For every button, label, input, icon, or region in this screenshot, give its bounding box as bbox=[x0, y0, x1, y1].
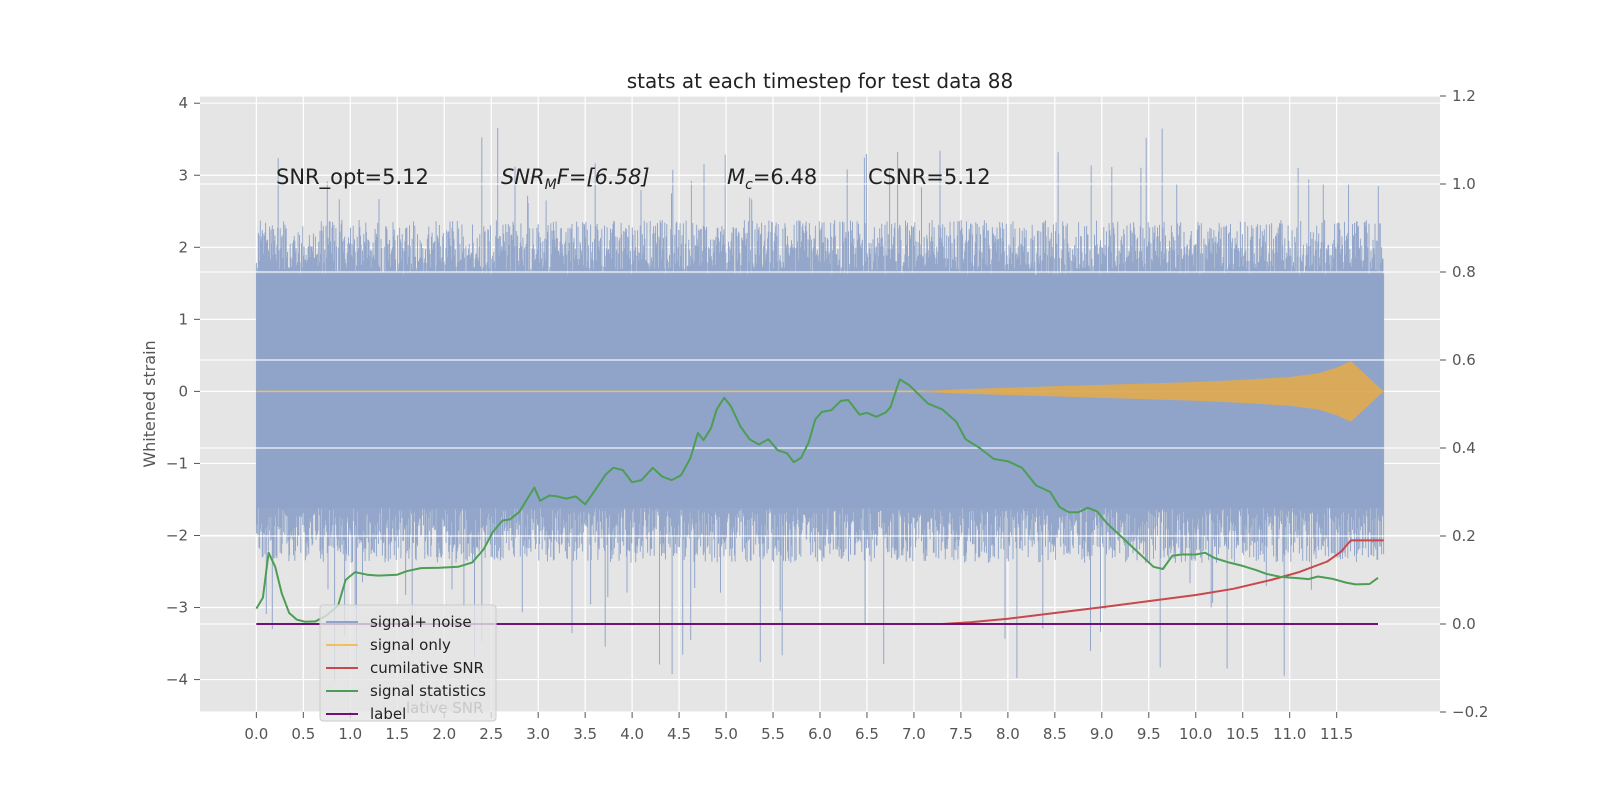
annotation-snr-mf-rest: F=[6.58] bbox=[557, 165, 650, 189]
annotations: SNR_opt=5.12 SNRMF=[6.58] Mc=6.48 CSNR=5… bbox=[276, 165, 991, 193]
series-signal-only bbox=[256, 361, 1384, 422]
y2-tick-label: −0.2 bbox=[1452, 703, 1488, 721]
x-axis-ticks: 0.0 0.5 1.0 1.5 2.0 2.5 3.0 3.5 4.0 4.5 5.0 5.5 6.0 6… bbox=[244, 712, 1353, 743]
y-tick-label: 4 bbox=[178, 94, 188, 112]
x-tick-label: 11.5 bbox=[1320, 725, 1353, 743]
y2-tick-label: 0.2 bbox=[1452, 527, 1476, 545]
y-tick-label: −4 bbox=[166, 671, 188, 689]
y2-tick-label: 1.0 bbox=[1452, 175, 1476, 193]
legend-label: cumilative SNR bbox=[370, 659, 484, 677]
annotation-csnr: CSNR=5.12 bbox=[868, 165, 991, 189]
legend-label: signal statistics bbox=[370, 682, 486, 700]
series-signal-statistics bbox=[255, 378, 1379, 623]
x-tick-label: 9.5 bbox=[1137, 725, 1161, 743]
annotation-snr-opt: SNR_opt=5.12 bbox=[276, 165, 429, 190]
x-tick-label: 3.0 bbox=[526, 725, 550, 743]
legend-label: signal only bbox=[370, 636, 451, 654]
x-tick-label: 1.5 bbox=[385, 725, 409, 743]
series-cumulative-snr bbox=[256, 539, 1384, 625]
x-tick-label: 7.5 bbox=[949, 725, 973, 743]
annotation-mc: Mc=6.48 bbox=[727, 165, 817, 193]
x-tick-label: 0.0 bbox=[244, 725, 268, 743]
x-tick-label: 2.5 bbox=[479, 725, 503, 743]
y2-tick-label: 1.2 bbox=[1452, 87, 1476, 105]
signal-only-chirp bbox=[913, 361, 1384, 422]
y-tick-label: 0 bbox=[178, 382, 188, 400]
x-tick-label: 6.5 bbox=[855, 725, 879, 743]
x-tick-label: 5.0 bbox=[714, 725, 738, 743]
y-tick-label: −3 bbox=[166, 599, 188, 617]
legend-label: signal+ noise bbox=[370, 613, 472, 631]
legend-box bbox=[319, 604, 497, 722]
annotation-mc-base: M bbox=[727, 165, 745, 189]
x-tick-label: 2.0 bbox=[432, 725, 456, 743]
chart-title: stats at each timestep for test data 88 bbox=[627, 69, 1013, 93]
annotation-snr-mf-base: SNR bbox=[501, 165, 545, 189]
y2-axis-ticks: 1.2 1.0 0.8 0.6 0.4 0.2 0.0 −0.2 bbox=[1440, 87, 1488, 721]
x-tick-label: 4.0 bbox=[620, 725, 644, 743]
x-tick-label: 11.0 bbox=[1273, 725, 1306, 743]
y-axis-ticks: 4 3 2 1 0 −1 −2 −3 −4 bbox=[166, 94, 200, 689]
legend-shadow-text: lative SNR bbox=[406, 699, 483, 717]
legend-label: label bbox=[370, 705, 406, 723]
x-tick-label: 8.0 bbox=[996, 725, 1020, 743]
y2-tick-label: 0.6 bbox=[1452, 351, 1476, 369]
x-tick-label: 9.0 bbox=[1090, 725, 1114, 743]
y-axis-label: Whitened strain bbox=[140, 340, 159, 467]
x-tick-label: 7.0 bbox=[902, 725, 926, 743]
y2-tick-label: 0.0 bbox=[1452, 615, 1476, 633]
x-tick-label: 1.0 bbox=[338, 725, 362, 743]
x-tick-label: 3.5 bbox=[573, 725, 597, 743]
legend: lative SNR signal+ noise signal only cumil… bbox=[319, 604, 497, 723]
annotation-snr-mf-sub: M bbox=[545, 177, 557, 193]
y2-tick-label: 0.8 bbox=[1452, 263, 1476, 281]
annotation-mc-rest: =6.48 bbox=[753, 165, 817, 189]
y-tick-label: 3 bbox=[178, 166, 188, 184]
y-tick-label: −1 bbox=[166, 454, 188, 472]
x-tick-label: 8.5 bbox=[1043, 725, 1067, 743]
x-tick-label: 4.5 bbox=[667, 725, 691, 743]
legend-entries: signal+ noise signal only cumilative SNR si… bbox=[326, 613, 486, 723]
annotation-mc-sub: c bbox=[745, 177, 753, 193]
y-tick-label: −2 bbox=[166, 526, 188, 544]
y-tick-label: 1 bbox=[178, 310, 188, 328]
x-tick-label: 10.0 bbox=[1179, 725, 1212, 743]
y2-tick-label: 0.4 bbox=[1452, 439, 1476, 457]
x-tick-label: 6.0 bbox=[808, 725, 832, 743]
x-tick-label: 5.5 bbox=[761, 725, 785, 743]
annotation-snr-mf: SNRMF=[6.58] bbox=[501, 165, 650, 193]
y-tick-label: 2 bbox=[178, 238, 188, 256]
x-tick-label: 10.5 bbox=[1226, 725, 1259, 743]
x-tick-label: 0.5 bbox=[291, 725, 315, 743]
